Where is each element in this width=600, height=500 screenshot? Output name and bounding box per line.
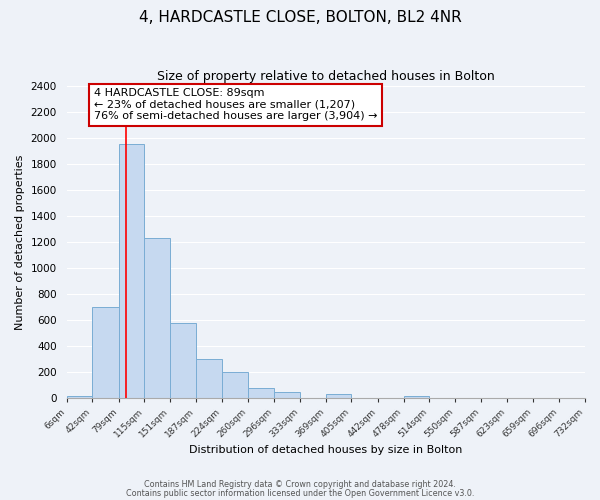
Bar (222, 372, 248, 398)
Bar (326, 394, 352, 398)
Bar (145, 238, 170, 398)
X-axis label: Distribution of detached houses by size in Bolton: Distribution of detached houses by size … (189, 445, 463, 455)
Y-axis label: Number of detached properties: Number of detached properties (15, 154, 25, 330)
Bar (170, 324, 196, 398)
Title: Size of property relative to detached houses in Bolton: Size of property relative to detached ho… (157, 70, 494, 83)
Text: Contains public sector information licensed under the Open Government Licence v3: Contains public sector information licen… (126, 489, 474, 498)
Bar (274, 392, 300, 398)
Bar (404, 396, 430, 398)
Bar (248, 388, 274, 398)
Bar (67, 396, 92, 398)
Bar (196, 359, 222, 399)
Bar (119, 144, 145, 399)
Text: 4 HARDCASTLE CLOSE: 89sqm
← 23% of detached houses are smaller (1,207)
76% of se: 4 HARDCASTLE CLOSE: 89sqm ← 23% of detac… (94, 88, 377, 122)
Text: Contains HM Land Registry data © Crown copyright and database right 2024.: Contains HM Land Registry data © Crown c… (144, 480, 456, 489)
Text: 4, HARDCASTLE CLOSE, BOLTON, BL2 4NR: 4, HARDCASTLE CLOSE, BOLTON, BL2 4NR (139, 10, 461, 25)
Bar (92, 307, 119, 398)
